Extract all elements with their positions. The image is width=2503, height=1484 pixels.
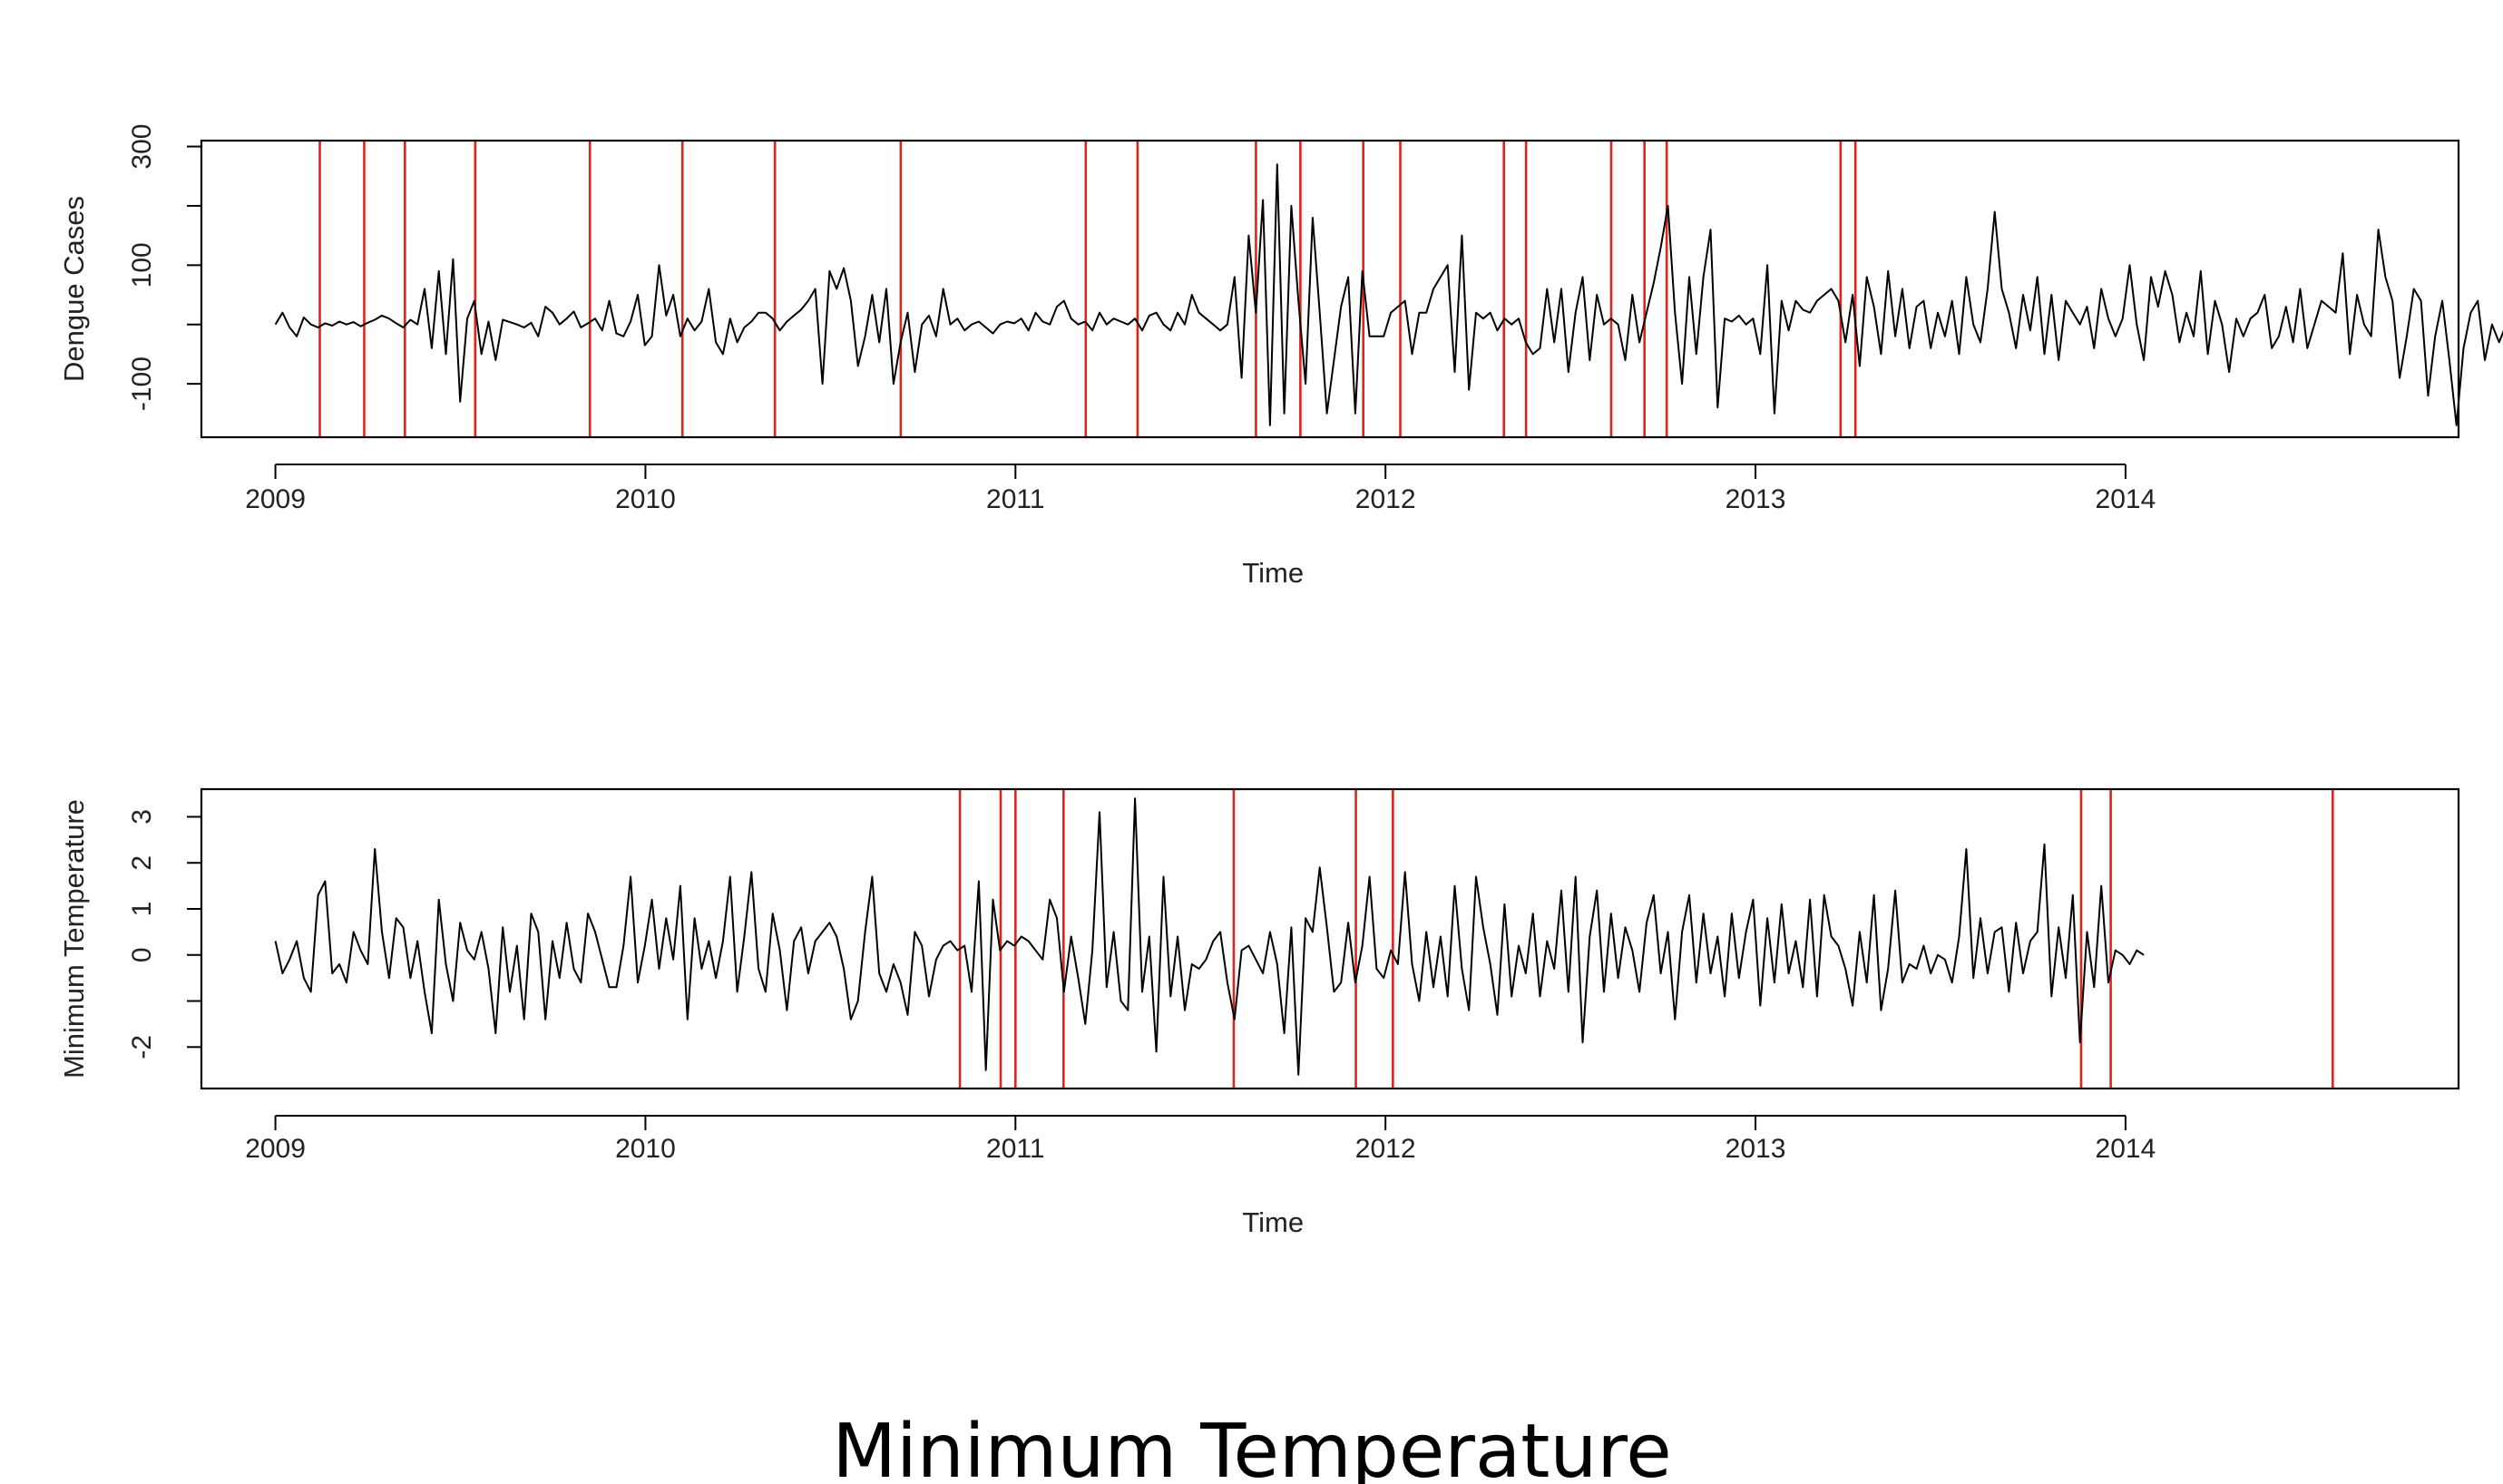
panel-2-y-tick-label: 2	[127, 855, 157, 871]
panel-1-x-tick-label: 2013	[1726, 484, 1786, 514]
panel-2-x-tick-label: 2013	[1726, 1134, 1786, 1164]
panel-1-x-axis-title: Time	[1242, 557, 1304, 589]
panel-2-y-tick-label: 0	[127, 947, 157, 962]
panel-1-series-line	[274, 163, 2503, 426]
panel-2-x-tick-label: 2012	[1355, 1134, 1416, 1164]
panel-2-x-tick-label: 2010	[615, 1134, 676, 1164]
panel-1-y-tick-label: 300	[127, 124, 157, 170]
panel-1-y-tick-label: -100	[127, 356, 157, 411]
panel-2-series-line	[274, 797, 2145, 1076]
panel-1-x-tick-label: 2011	[986, 484, 1045, 514]
panel-2-x-tick-label: 2011	[986, 1134, 1045, 1164]
panel-2-x-tick-label: 2009	[245, 1134, 306, 1164]
panel-2-y-axis-title: Minimum Temperature	[58, 799, 90, 1079]
panel-2-y-tick-label: 3	[127, 809, 157, 825]
panel-2-y-tick-label: 1	[127, 902, 157, 917]
page-title: Minimum Temperature	[832, 1409, 1672, 1484]
panel-1-x-tick-label: 2010	[615, 484, 676, 514]
panel-1-x-tick-label: 2009	[245, 484, 306, 514]
panel-2-x-axis-title: Time	[1242, 1206, 1304, 1238]
panel-2-y-tick-label: -2	[127, 1035, 157, 1059]
panel-1-x-tick-label: 2012	[1355, 484, 1416, 514]
panel-2-plot-frame	[200, 787, 2460, 1090]
panel-2-x-tick-label: 2014	[2096, 1134, 2156, 1164]
panel-1-y-tick-label: 100	[127, 242, 157, 288]
panel-1-y-axis-title: Dengue Cases	[58, 196, 90, 382]
panel-1-x-tick-label: 2014	[2096, 484, 2156, 514]
